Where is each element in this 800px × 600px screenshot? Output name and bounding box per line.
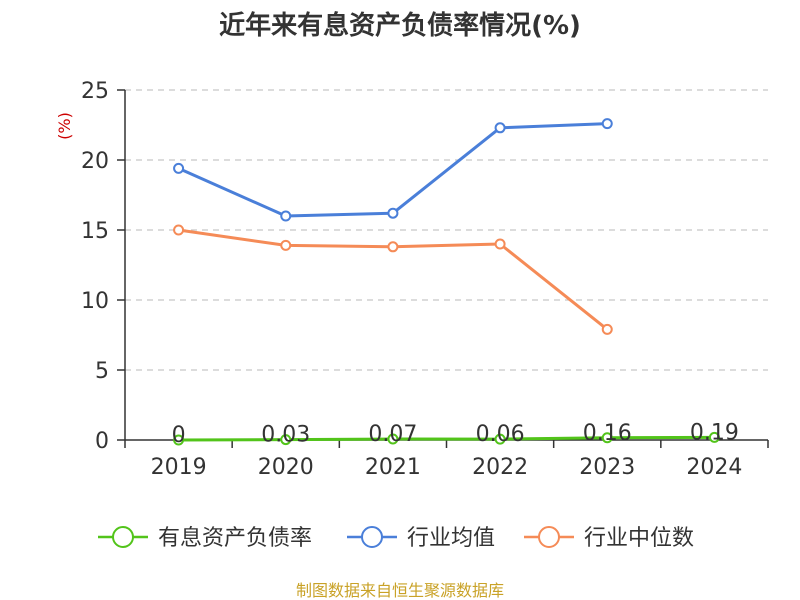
legend-marker-0 xyxy=(112,526,134,548)
data-point-1-4 xyxy=(601,118,613,130)
y-axis-label: (%) xyxy=(55,112,74,140)
data-point-1-3 xyxy=(494,122,506,134)
legend-marker-2 xyxy=(538,526,560,548)
data-point-0-3 xyxy=(494,433,506,445)
legend-item-2: 行业中位数 xyxy=(524,526,694,551)
data-label-0-5: 0.19 xyxy=(690,420,739,445)
data-point-1-2 xyxy=(387,207,399,219)
series-1 xyxy=(173,118,613,222)
data-label-0-2: 0.07 xyxy=(368,422,417,447)
data-point-0-4 xyxy=(601,432,613,444)
x-tick-label-2020: 2020 xyxy=(258,455,314,480)
data-point-2-4 xyxy=(601,323,613,335)
series-line-0 xyxy=(178,435,715,442)
legend-item-1: 行业均值 xyxy=(347,526,495,551)
x-tick-label-2024: 2024 xyxy=(686,455,742,480)
x-tick-label-2021: 2021 xyxy=(365,455,421,480)
y-tick-label-5: 5 xyxy=(95,359,109,384)
legend-marker-1 xyxy=(361,526,383,548)
legend-label-2: 行业中位数 xyxy=(584,526,694,551)
axes: 0 5 10 15 20 25 2019 2020 2021 2022 2023 2024 xyxy=(81,79,769,480)
data-label-0-4: 0.16 xyxy=(583,421,632,446)
data-point-0-0 xyxy=(173,434,185,446)
data-point-2-0 xyxy=(173,224,185,236)
data-point-1-0 xyxy=(173,162,185,174)
legend-item-0: 有息资产负债率 xyxy=(98,526,312,551)
y-tick-label-0: 0 xyxy=(95,429,109,454)
legend: 有息资产负债率 行业均值 行业中位数 xyxy=(98,526,694,551)
data-label-0-1: 0.03 xyxy=(261,423,310,448)
x-tick-label-2019: 2019 xyxy=(151,455,207,480)
data-label-0-3: 0.06 xyxy=(476,422,525,447)
grid-lines xyxy=(125,89,768,371)
y-tick-label-20: 20 xyxy=(81,149,109,174)
series-0 xyxy=(173,431,720,446)
series-layer xyxy=(173,118,720,446)
x-tick-label-2022: 2022 xyxy=(472,455,528,480)
data-label-0-0: 0 xyxy=(172,423,186,448)
y-tick-label-10: 10 xyxy=(81,289,109,314)
data-point-0-1 xyxy=(280,434,292,446)
x-tick-label-2023: 2023 xyxy=(579,455,635,480)
y-tick-label-15: 15 xyxy=(81,219,109,244)
data-point-2-1 xyxy=(280,239,292,251)
legend-label-0: 有息资产负债率 xyxy=(158,526,312,551)
legend-label-1: 行业均值 xyxy=(407,526,495,551)
y-tick-label-25: 25 xyxy=(81,79,109,104)
series-line-1 xyxy=(177,122,608,218)
source-note: 制图数据来自恒生聚源数据库 xyxy=(296,581,504,600)
data-point-2-3 xyxy=(494,238,506,250)
data-point-2-2 xyxy=(387,241,399,253)
data-point-1-1 xyxy=(280,210,292,222)
data-point-0-2 xyxy=(387,433,399,445)
data-point-0-5 xyxy=(708,431,720,443)
data-labels: 0 0.03 0.07 0.06 0.16 0.19 xyxy=(172,420,739,448)
series-2 xyxy=(173,224,613,335)
chart-title: 近年来有息资产负债率情况(%) xyxy=(219,10,581,41)
